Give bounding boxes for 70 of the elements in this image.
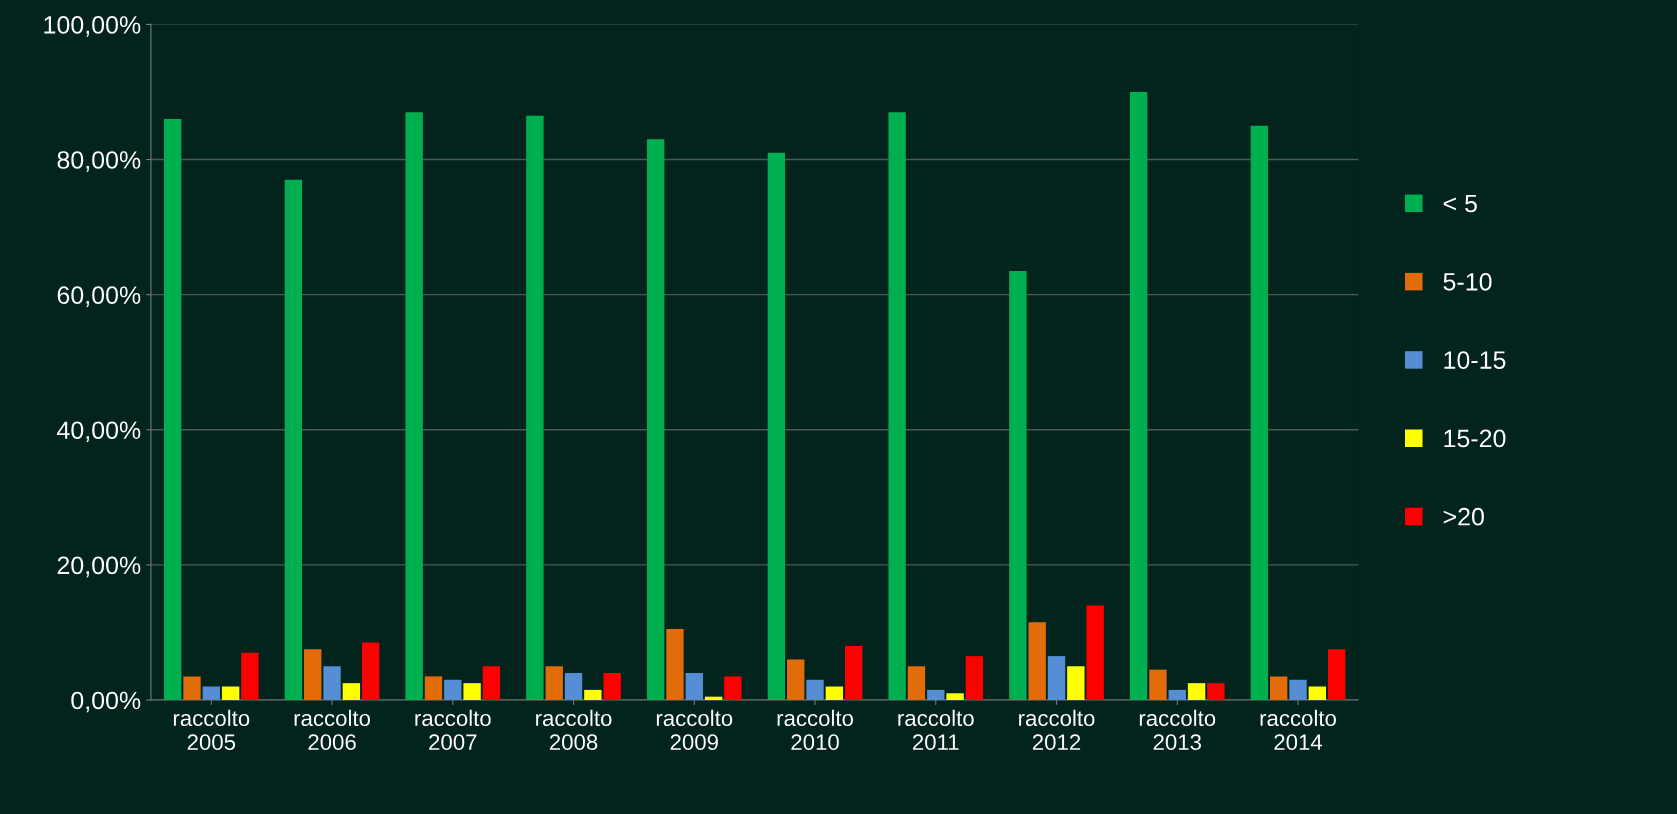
legend-label: < 5 bbox=[1443, 194, 1477, 213]
bar bbox=[342, 683, 361, 701]
bar bbox=[444, 679, 462, 701]
x-tick-label: raccolto 2014 bbox=[1260, 709, 1336, 751]
bar bbox=[806, 679, 824, 701]
legend-label: 15-20 bbox=[1444, 429, 1506, 448]
bar bbox=[1009, 271, 1027, 701]
bar bbox=[424, 676, 443, 701]
y-tick-label: 40,00% bbox=[57, 421, 141, 443]
bar bbox=[202, 686, 220, 701]
legend-label: >20 bbox=[1443, 507, 1484, 526]
bar bbox=[1129, 91, 1148, 701]
bar bbox=[284, 179, 303, 701]
bar bbox=[526, 115, 544, 701]
bar bbox=[946, 693, 964, 701]
y-tick-label: 80,00% bbox=[57, 151, 141, 172]
bar bbox=[1168, 689, 1186, 701]
legend-label: 10-15 bbox=[1444, 351, 1506, 369]
bar bbox=[724, 676, 742, 701]
y-tick-label: 20,00% bbox=[57, 556, 141, 578]
bar bbox=[1086, 605, 1104, 701]
x-tick-label: raccolto 2005 bbox=[173, 709, 250, 751]
bar bbox=[787, 659, 805, 701]
legend-label: 5-10 bbox=[1443, 272, 1492, 291]
bar bbox=[666, 629, 684, 701]
bar bbox=[1067, 666, 1085, 701]
bar bbox=[183, 676, 201, 701]
bar bbox=[1327, 649, 1346, 701]
x-tick-label: raccolto 2009 bbox=[656, 709, 733, 751]
bar bbox=[241, 652, 259, 701]
bar bbox=[163, 119, 182, 701]
bar bbox=[965, 656, 984, 701]
bar bbox=[1308, 686, 1327, 701]
bar bbox=[646, 139, 665, 701]
y-tick-label: 60,00% bbox=[57, 286, 141, 307]
bar bbox=[564, 673, 583, 701]
bar bbox=[844, 645, 863, 701]
y-tick-label: 100,00% bbox=[44, 16, 141, 37]
bar bbox=[603, 673, 621, 701]
bar bbox=[1250, 125, 1269, 701]
bar bbox=[1047, 656, 1066, 701]
y-tick-label: 0,00% bbox=[71, 691, 141, 713]
x-tick-label: raccolto 2007 bbox=[415, 709, 491, 751]
x-tick-label: raccolto 2012 bbox=[1019, 709, 1095, 751]
bar bbox=[927, 689, 945, 701]
bar bbox=[767, 152, 786, 701]
bar bbox=[323, 666, 341, 701]
bar bbox=[1289, 679, 1307, 701]
bar bbox=[221, 686, 240, 701]
bar bbox=[405, 112, 423, 701]
bar bbox=[482, 666, 501, 701]
bar bbox=[1269, 676, 1288, 701]
x-tick-label: raccolto 2010 bbox=[777, 709, 853, 751]
x-tick-label: raccolto 2008 bbox=[536, 709, 612, 751]
bar bbox=[1207, 683, 1225, 701]
x-tick-label: raccolto 2006 bbox=[294, 709, 371, 751]
bar bbox=[584, 689, 602, 701]
bar bbox=[907, 666, 926, 701]
bar bbox=[888, 112, 906, 701]
bar bbox=[545, 666, 563, 701]
bar bbox=[685, 673, 703, 701]
bar bbox=[1149, 669, 1167, 701]
bar bbox=[825, 686, 844, 701]
x-tick-label: raccolto 2011 bbox=[898, 709, 974, 751]
bar bbox=[463, 683, 481, 701]
bar bbox=[1187, 683, 1206, 701]
bar bbox=[361, 642, 380, 701]
x-tick-label: raccolto 2013 bbox=[1139, 709, 1216, 751]
bar bbox=[1028, 622, 1046, 701]
bar bbox=[304, 649, 322, 701]
